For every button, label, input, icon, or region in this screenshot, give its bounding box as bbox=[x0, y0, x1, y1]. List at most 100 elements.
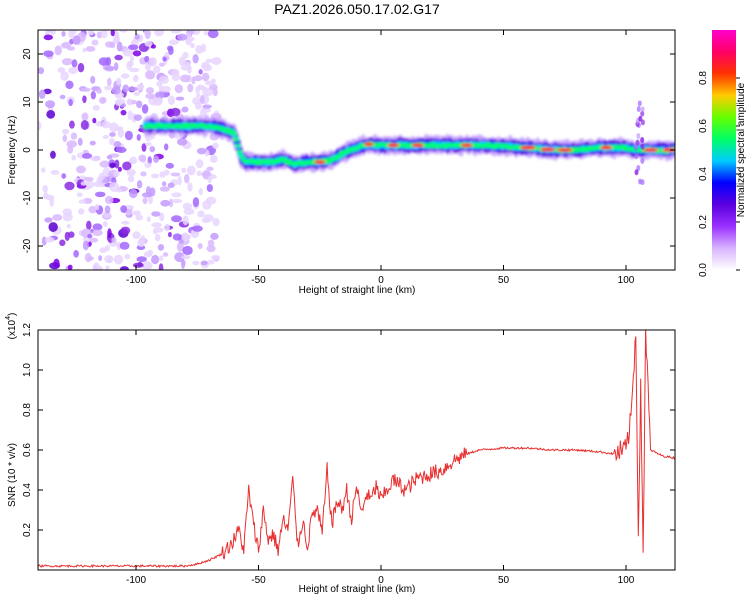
ridge-group bbox=[142, 114, 675, 174]
noise-blob bbox=[162, 56, 167, 62]
noise-blob bbox=[107, 228, 112, 239]
noise-blob bbox=[109, 162, 116, 168]
noise-blob bbox=[181, 167, 187, 174]
ridge-hotspot bbox=[460, 143, 473, 148]
noise-blob bbox=[154, 92, 159, 98]
noise-blob bbox=[212, 217, 220, 227]
noise-blob bbox=[140, 171, 147, 177]
noise-blob bbox=[210, 232, 219, 240]
snr-frame bbox=[37, 329, 676, 571]
noise-blob bbox=[171, 192, 182, 198]
streak-blob bbox=[634, 153, 639, 160]
noise-blob bbox=[133, 91, 141, 96]
noise-blob bbox=[99, 160, 111, 168]
noise-blob bbox=[202, 87, 214, 97]
noise-blob bbox=[135, 214, 144, 221]
noise-blob bbox=[80, 120, 89, 131]
noise-blob bbox=[129, 156, 138, 165]
noise-blob bbox=[134, 33, 140, 40]
noise-blob bbox=[89, 140, 96, 146]
noise-blob bbox=[171, 215, 182, 223]
noise-blob bbox=[143, 251, 153, 258]
noise-blob bbox=[157, 243, 165, 251]
x-tick-label: 50 bbox=[498, 575, 510, 586]
spectrogram-xlabel: Height of straight line (km) bbox=[299, 285, 416, 296]
noise-blob bbox=[197, 242, 203, 250]
noise-blob bbox=[191, 76, 196, 85]
noise-blob bbox=[113, 170, 120, 177]
ridge-segment bbox=[236, 149, 243, 154]
x-tick-label: 0 bbox=[378, 575, 384, 586]
noise-blob bbox=[132, 231, 141, 240]
x-tick-label: -50 bbox=[251, 275, 266, 286]
noise-blob bbox=[104, 255, 114, 264]
noise-blob bbox=[78, 208, 85, 215]
noise-blob bbox=[197, 210, 205, 218]
x-tick-label: 50 bbox=[498, 275, 510, 286]
noise-blob bbox=[196, 170, 202, 176]
colorbar-ticks: 0.0 0.2 0.4 0.6 0.8 bbox=[698, 71, 740, 277]
streak-blob bbox=[635, 139, 640, 146]
noise-blob bbox=[129, 188, 138, 199]
noise-blob bbox=[170, 30, 182, 34]
noise-blob bbox=[90, 75, 96, 84]
noise-blob bbox=[156, 81, 162, 87]
noise-blob bbox=[206, 244, 216, 253]
noise-blob bbox=[144, 162, 152, 168]
noise-blob bbox=[161, 181, 167, 187]
ridge-hotspot bbox=[642, 148, 659, 152]
noise-blob bbox=[109, 132, 116, 137]
noise-blob bbox=[87, 256, 94, 261]
noise-blob bbox=[117, 127, 124, 138]
noise-blob bbox=[145, 87, 155, 94]
noise-blob bbox=[159, 212, 165, 222]
noise-blob bbox=[199, 94, 205, 104]
streak-blob bbox=[638, 115, 643, 122]
noise-blob bbox=[81, 152, 93, 159]
noise-blob bbox=[104, 65, 115, 71]
noise-blob bbox=[102, 134, 109, 139]
noise-blob bbox=[159, 255, 164, 262]
noise-blob bbox=[43, 50, 54, 58]
ridge-segment bbox=[234, 143, 241, 147]
noise-blob bbox=[146, 216, 151, 223]
noise-blob bbox=[136, 180, 143, 189]
noise-blob bbox=[158, 263, 164, 270]
noise-blob bbox=[69, 120, 75, 129]
noise-blob bbox=[183, 174, 190, 184]
noise-blob bbox=[136, 256, 147, 263]
noise-blob bbox=[104, 205, 111, 214]
noise-blob bbox=[87, 30, 94, 36]
snr-scale-close: ) bbox=[7, 313, 18, 316]
noise-blob bbox=[92, 229, 103, 236]
noise-blob bbox=[62, 128, 70, 135]
noise-blob bbox=[158, 76, 170, 85]
noise-blob bbox=[119, 30, 128, 33]
noise-blob bbox=[182, 215, 189, 226]
spectrogram-ylabel: Frequency (Hz) bbox=[7, 116, 18, 185]
noise-blob bbox=[190, 42, 195, 49]
noise-blob bbox=[92, 104, 100, 111]
noise-blob bbox=[68, 231, 75, 238]
noise-blob bbox=[127, 60, 134, 67]
snr-scale-label: (x104) bbox=[5, 313, 18, 340]
ridge-hotspot bbox=[556, 148, 573, 152]
noise-blob bbox=[151, 211, 161, 217]
noise-blob bbox=[164, 143, 169, 151]
noise-blob bbox=[152, 229, 158, 235]
noise-blob bbox=[167, 182, 175, 189]
noise-blob bbox=[180, 74, 191, 83]
y-tick-label: 0.2 bbox=[22, 523, 33, 537]
snr-xlabel: Height of straight line (km) bbox=[299, 584, 416, 595]
noise-blob bbox=[82, 47, 87, 53]
noise-blob bbox=[115, 188, 123, 193]
noise-blob bbox=[108, 122, 119, 133]
noise-blob bbox=[186, 165, 196, 176]
noise-blob bbox=[193, 75, 203, 82]
noise-blob bbox=[78, 199, 87, 204]
spectrogram-marks bbox=[38, 30, 675, 270]
y-tick-label: 1.2 bbox=[22, 323, 33, 337]
noise-blob bbox=[104, 245, 111, 252]
noise-blob bbox=[171, 73, 181, 82]
noise-blob bbox=[85, 180, 94, 189]
